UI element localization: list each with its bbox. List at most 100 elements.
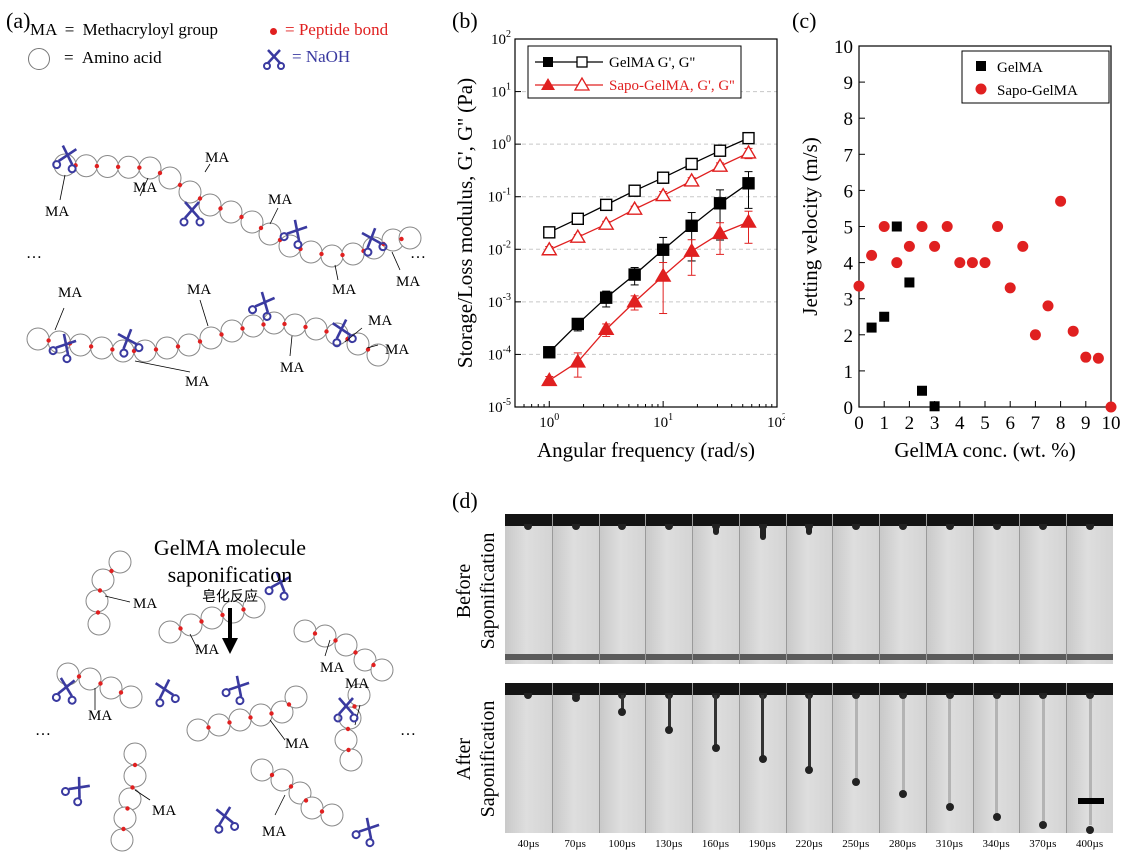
nozzle [973, 514, 1020, 526]
substrate-line [880, 654, 926, 660]
y-tick-label: 8 [844, 109, 854, 130]
data-point [866, 322, 877, 333]
nozzle [973, 683, 1020, 695]
jet-filament [901, 695, 905, 794]
scissors-icon [361, 227, 388, 257]
data-point [740, 213, 757, 228]
peptide-bond-dot [345, 726, 351, 732]
substrate-line [786, 654, 833, 660]
amino-acid-circle [87, 612, 111, 636]
amino-acid-circle [155, 336, 179, 360]
video-frame [738, 683, 786, 833]
data-point [569, 228, 587, 243]
amino-acid-circle [219, 200, 243, 224]
substrate-line [1020, 654, 1067, 660]
video-frame [551, 514, 599, 664]
time-label: 310µs [935, 838, 963, 850]
time-label: 220µs [795, 838, 823, 850]
y-axis-label: Jetting velocity (m/s) [798, 137, 822, 315]
ma-label: MA [205, 150, 229, 166]
amino-acid-circle [240, 210, 264, 234]
x-tick-label: 6 [1005, 413, 1015, 434]
amino-acid-circle [123, 742, 147, 766]
ma-connector [344, 327, 363, 343]
row-label-after: After Saponification [448, 684, 504, 834]
time-label: 160µs [701, 838, 730, 850]
substrate-line [1067, 654, 1113, 660]
data-point [656, 243, 670, 256]
video-frame [879, 683, 926, 833]
peptide-bond-dot [346, 747, 351, 753]
peptide-bond-dot [333, 638, 338, 643]
amino-acid-circle [113, 806, 137, 830]
data-point [599, 198, 613, 212]
panel-d-label: (d) [452, 488, 478, 513]
amino-acid-circle [270, 768, 294, 792]
scissors-icon [60, 776, 90, 807]
data-point [742, 131, 755, 145]
data-point [904, 277, 915, 288]
video-frame [1019, 683, 1067, 833]
video-frame [925, 514, 973, 664]
scissors-icon [331, 318, 357, 348]
peptide-bond-dot [303, 798, 309, 803]
amino-acid-circle [138, 156, 162, 180]
data-point [683, 172, 700, 187]
scissors-icon [351, 817, 380, 848]
nozzle [833, 683, 880, 695]
video-frame [505, 683, 552, 833]
time-label: 280µs [888, 838, 917, 850]
legend-marker [576, 56, 588, 68]
peptide-bond-dot [137, 165, 142, 170]
droplet [1039, 821, 1048, 829]
amino-acid-circle [347, 683, 371, 707]
data-point [853, 280, 865, 292]
y-tick-label: 10-1 [488, 187, 511, 206]
x-tick-label: 8 [1056, 413, 1066, 434]
ma-label: MA [280, 360, 304, 376]
before-frames-strip [505, 514, 1113, 664]
nozzle-tip [852, 693, 861, 699]
nozzle [505, 514, 552, 526]
nozzle [786, 514, 833, 526]
peptide-bond-dot [88, 344, 94, 349]
nozzle-tip [945, 693, 954, 699]
legend-ma-eq: = [64, 20, 75, 39]
nozzle [833, 514, 880, 526]
peptide-bond-dot [98, 681, 103, 686]
peptide-bond-dot [76, 674, 82, 679]
peptide-bond-dot [371, 662, 376, 668]
amino-acid-circle [228, 708, 252, 732]
x-tick-label: 101 [653, 412, 673, 431]
nozzle-tip [945, 524, 954, 530]
data-point [1004, 282, 1016, 294]
nozzle-tip [992, 693, 1001, 699]
data-point [597, 215, 615, 230]
legend-label: Sapo-GelMA [997, 83, 1078, 99]
ma-label: MA [368, 313, 392, 329]
nozzle [505, 683, 552, 695]
substrate-line [599, 654, 646, 660]
video-frame [645, 514, 693, 664]
droplet [992, 813, 1001, 821]
peptide-bond-dot [94, 163, 100, 169]
panel-b-label: (b) [452, 8, 478, 33]
ma-connector [204, 163, 211, 173]
peptide-bond-dot [261, 322, 266, 327]
amino-acid-circle [200, 606, 224, 630]
x-tick-label: 9 [1081, 413, 1091, 434]
after-frames-strip [505, 683, 1113, 834]
nozzle-tip [1086, 524, 1095, 530]
y-tick-label: 4 [844, 254, 854, 275]
peptide-bond-dot [319, 809, 325, 814]
data-point [740, 144, 757, 159]
scissors-icon [248, 291, 276, 321]
amino-acid-circle [199, 326, 223, 350]
amino-acid-circle [69, 333, 92, 357]
nozzle-tip [665, 524, 674, 530]
chart-legend: GelMA G', G'' Sapo-GelMA, G', G'' [527, 45, 742, 99]
data-point [683, 242, 700, 257]
data-point [929, 401, 940, 412]
peptide-bond-dot [258, 225, 264, 231]
